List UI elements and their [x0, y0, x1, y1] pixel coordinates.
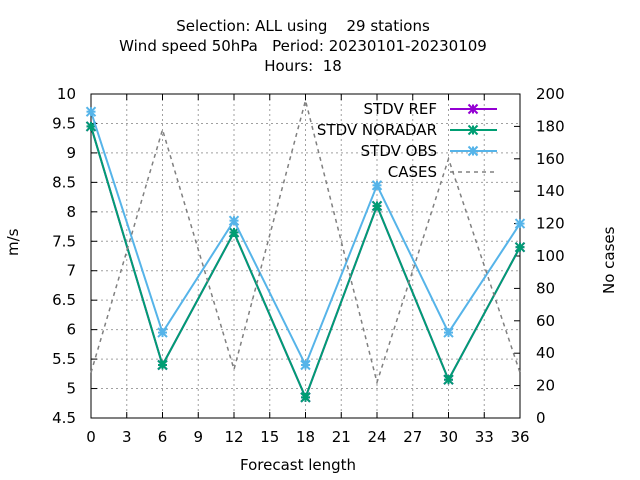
y-tick-label: 10 — [57, 85, 76, 103]
x-tick-label: 15 — [260, 428, 279, 446]
legend-label-stdv-noradar: STDV NORADAR — [317, 121, 437, 139]
y2-tick-label: 140 — [536, 182, 565, 200]
data-point-stdv-obs — [443, 327, 454, 338]
legend-marker-stdv-obs — [467, 145, 479, 157]
x-tick-label: 24 — [367, 428, 386, 446]
y2-tick-label: 0 — [536, 409, 546, 427]
y2-tick-label: 100 — [536, 247, 565, 265]
data-point-stdv-noradar — [300, 392, 311, 403]
x-tick-label: 6 — [158, 428, 168, 446]
x-tick-label: 27 — [403, 428, 422, 446]
y-tick-label: 9 — [66, 144, 76, 162]
data-point-stdv-noradar — [443, 374, 454, 385]
x-tick-label: 21 — [332, 428, 351, 446]
x-tick-label: 36 — [510, 428, 529, 446]
data-point-stdv-obs — [300, 359, 311, 371]
series-line-stdv-noradar — [90, 126, 521, 401]
data-point-stdv-obs — [228, 215, 240, 226]
data-point-stdv-noradar — [228, 227, 240, 238]
y2-tick-label: 20 — [536, 377, 555, 395]
x-tick-label: 0 — [86, 428, 96, 446]
x-tick-label: 30 — [439, 428, 458, 446]
x-tick-label: 33 — [475, 428, 494, 446]
legend-marker-stdv-noradar — [467, 124, 479, 136]
legend-label-stdv-ref: STDV REF — [363, 100, 437, 118]
y-tick-label: 7 — [66, 262, 76, 280]
chart-title-line-2: Wind speed 50hPa Period: 20230101-202301… — [119, 37, 487, 55]
chart-title-line-3: Hours: 18 — [264, 57, 342, 75]
y2-tick-label: 40 — [536, 344, 555, 362]
legend-label-cases: CASES — [388, 163, 437, 181]
x-axis-label: Forecast length — [240, 456, 357, 474]
y2-tick-label: 80 — [536, 279, 555, 297]
x-tick-label: 18 — [296, 428, 315, 446]
data-point-stdv-noradar — [157, 359, 168, 371]
y-tick-label: 8.5 — [52, 173, 76, 191]
y2-tick-label: 180 — [536, 117, 565, 135]
series-line-stdv-ref — [90, 126, 521, 401]
chart-title-line-1: Selection: ALL using 29 stations — [176, 17, 430, 35]
y-tick-label: 9.5 — [52, 114, 76, 132]
data-point-stdv-obs — [85, 106, 97, 117]
y-tick-label: 5 — [66, 380, 76, 398]
data-point-stdv-obs — [371, 180, 383, 191]
legend-label-stdv-obs: STDV OBS — [361, 142, 437, 160]
y-tick-label: 4.5 — [52, 409, 76, 427]
y2-tick-label: 60 — [536, 312, 555, 330]
data-point-stdv-noradar — [514, 241, 526, 253]
y-tick-label: 6 — [66, 321, 76, 339]
data-point-stdv-obs — [514, 218, 526, 229]
legend-marker-stdv-ref — [467, 103, 479, 115]
y-tick-label: 7.5 — [52, 232, 76, 250]
y2-tick-label: 200 — [536, 85, 565, 103]
y2-tick-label: 120 — [536, 215, 565, 233]
data-point-stdv-noradar — [371, 200, 383, 212]
series-line-cases — [90, 97, 521, 386]
x-tick-label: 9 — [193, 428, 203, 446]
y-tick-label: 6.5 — [52, 291, 76, 309]
y2-tick-label: 160 — [536, 150, 565, 168]
y-tick-label: 5.5 — [52, 350, 76, 368]
y-tick-label: 8 — [66, 203, 76, 221]
x-tick-label: 3 — [122, 428, 132, 446]
data-point-stdv-obs — [157, 327, 168, 338]
x-tick-label: 12 — [224, 428, 243, 446]
